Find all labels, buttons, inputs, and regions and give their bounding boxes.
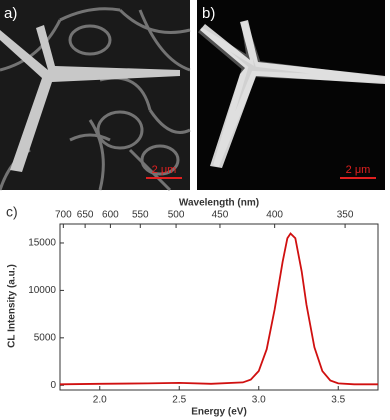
x-axis-title: Energy (eV) bbox=[191, 407, 247, 418]
x-tick-label: 2.5 bbox=[172, 395, 186, 406]
scale-bar-label: 2 μm bbox=[346, 164, 371, 176]
series-line bbox=[59, 232, 378, 386]
y-axis-title: CL Intensity (a.u.) bbox=[7, 264, 18, 348]
panel-b: b) 2 μm bbox=[197, 0, 386, 190]
x-tick-label: 2.0 bbox=[93, 395, 107, 406]
y-tick-label: 0 bbox=[50, 380, 56, 391]
y-tick-label: 15000 bbox=[28, 238, 56, 249]
x2-tick-label: 700 bbox=[55, 210, 72, 221]
x-tick-label: 3.5 bbox=[331, 395, 345, 406]
x2-tick-label: 450 bbox=[212, 210, 229, 221]
x2-tick-label: 650 bbox=[77, 210, 94, 221]
panel-label: a) bbox=[4, 5, 17, 22]
x2-axis-title: Wavelength (nm) bbox=[179, 198, 259, 209]
panel-label: c) bbox=[6, 204, 18, 220]
x2-tick-label: 600 bbox=[102, 210, 119, 221]
panel-label: b) bbox=[202, 5, 215, 22]
plot-frame bbox=[59, 223, 379, 391]
y-tick-label: 10000 bbox=[28, 285, 56, 296]
panel-a: a) 2 μm bbox=[0, 0, 191, 192]
x-tick-label: 3.0 bbox=[252, 395, 266, 406]
x2-tick-label: 550 bbox=[132, 210, 149, 221]
x2-tick-label: 400 bbox=[266, 210, 283, 221]
x2-tick-label: 500 bbox=[168, 210, 185, 221]
y-tick-label: 5000 bbox=[34, 332, 57, 343]
x2-tick-label: 350 bbox=[337, 210, 354, 221]
scale-bar-label: 2 μm bbox=[152, 164, 177, 176]
